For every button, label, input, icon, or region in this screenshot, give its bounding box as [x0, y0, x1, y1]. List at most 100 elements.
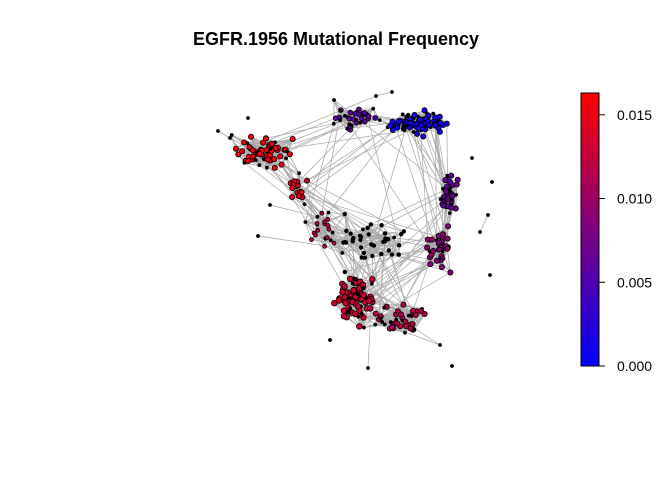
- network-node: [404, 124, 409, 129]
- network-node: [427, 261, 434, 268]
- network-edge: [387, 238, 400, 255]
- network-edge: [387, 239, 393, 255]
- network-edge: [384, 233, 410, 316]
- network-node: [286, 151, 293, 158]
- network-node: [331, 121, 336, 126]
- network-node: [433, 257, 440, 264]
- network-edge: [385, 233, 402, 235]
- network-node: [249, 153, 256, 160]
- network-nodes: [216, 90, 494, 370]
- network-node: [448, 172, 455, 179]
- network-node: [421, 107, 428, 114]
- network-node: [257, 163, 262, 168]
- network-node: [354, 118, 359, 122]
- network-node: [416, 116, 423, 123]
- network-node: [449, 192, 456, 199]
- network-node: [272, 145, 279, 152]
- network-node: [253, 158, 258, 163]
- network-edge: [301, 120, 408, 198]
- network-node: [260, 139, 267, 146]
- network-edge: [333, 233, 351, 244]
- network-edge: [333, 99, 351, 113]
- network-node: [435, 239, 442, 246]
- network-node: [262, 135, 269, 142]
- network-edge: [434, 125, 444, 189]
- network-edge: [344, 213, 361, 237]
- colorbar-tick-label: 0.010: [617, 191, 652, 207]
- colorbar-tick-label: 0.015: [617, 107, 652, 123]
- network-node: [440, 249, 445, 254]
- network-node: [444, 245, 451, 252]
- network-node: [453, 181, 460, 188]
- network-node: [232, 145, 239, 152]
- network-node: [354, 276, 358, 281]
- colorbar-ticks: 0.000 0.005 0.010 0.015: [599, 107, 652, 374]
- network-node: [239, 148, 246, 155]
- network-edge: [315, 228, 330, 236]
- network-edge: [414, 313, 426, 330]
- network-node: [229, 133, 234, 137]
- network-edge: [306, 121, 429, 181]
- network-node: [346, 115, 353, 122]
- network-node: [345, 126, 350, 131]
- network-edge: [327, 235, 361, 238]
- network-node: [297, 171, 302, 176]
- network-node: [407, 120, 414, 127]
- network-edge: [252, 150, 318, 218]
- network-node: [444, 235, 451, 242]
- network-node: [361, 110, 368, 116]
- network-edge: [306, 180, 404, 232]
- network-node: [372, 115, 379, 121]
- network-edge: [269, 151, 369, 235]
- network-node: [432, 122, 439, 129]
- network-node: [430, 247, 437, 254]
- network-edge: [328, 212, 344, 243]
- network-node: [438, 264, 445, 271]
- network-edge: [321, 109, 342, 214]
- network-node: [394, 124, 401, 131]
- network-edge: [217, 130, 231, 139]
- network-edge: [259, 164, 282, 166]
- network-edge: [350, 112, 451, 192]
- network-node: [428, 236, 435, 243]
- network-edge: [305, 221, 312, 240]
- network-edge: [291, 196, 348, 293]
- network-node: [295, 193, 302, 200]
- network-node: [256, 150, 263, 157]
- network-edge: [324, 245, 343, 254]
- network-node: [448, 204, 455, 211]
- network-node: [245, 141, 250, 146]
- network-edge: [434, 117, 437, 241]
- network-node: [249, 147, 256, 154]
- network-node: [425, 122, 432, 129]
- colorbar-tick-label: 0.000: [617, 358, 652, 374]
- network-node: [245, 157, 252, 164]
- network-edge: [360, 239, 382, 255]
- network-edge: [368, 234, 384, 243]
- network-edge: [372, 108, 381, 121]
- network-node: [365, 113, 372, 119]
- network-node: [445, 223, 452, 230]
- network-edge: [352, 241, 363, 258]
- network-node: [332, 115, 339, 121]
- network-node: [268, 140, 275, 147]
- network-edge: [306, 121, 399, 181]
- network-edge: [413, 131, 440, 250]
- network-edge: [332, 213, 346, 233]
- network-edge: [370, 184, 457, 225]
- network-edge: [367, 118, 400, 246]
- network-edge: [285, 158, 300, 174]
- network-edge: [328, 123, 398, 213]
- network-node: [264, 165, 269, 170]
- network-node: [387, 122, 394, 129]
- network-edge: [300, 121, 366, 195]
- network-edge: [333, 99, 348, 129]
- network-edge: [359, 126, 407, 288]
- network-node: [413, 130, 420, 137]
- network-node: [424, 244, 431, 251]
- network-node: [447, 211, 452, 216]
- network-edge: [391, 326, 441, 346]
- network-node: [411, 130, 416, 134]
- network-node: [371, 106, 376, 111]
